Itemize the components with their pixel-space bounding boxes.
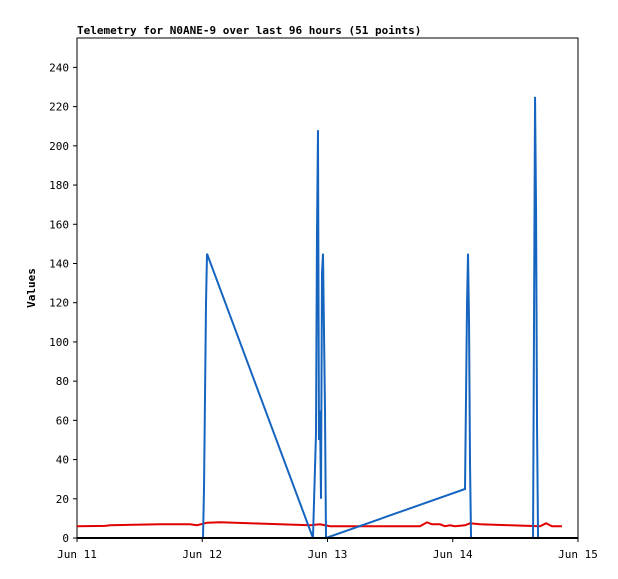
series-line	[76, 521, 562, 528]
y-axis-label: Values	[25, 268, 38, 308]
x-tick-label: Jun 15	[558, 548, 598, 561]
x-tick-label: Jun 12	[182, 548, 222, 561]
y-tick-label: 80	[56, 375, 69, 388]
x-tick-label: Jun 14	[433, 548, 473, 561]
series-line	[202, 96, 540, 540]
y-tick-label: 220	[49, 101, 69, 114]
y-tick-label: 180	[49, 179, 69, 192]
y-tick-label: 160	[49, 218, 69, 231]
y-tick-label: 100	[49, 336, 69, 349]
y-tick-label: 140	[49, 257, 69, 270]
y-tick-label: 200	[49, 140, 69, 153]
y-tick-label: 120	[49, 297, 69, 310]
y-tick-label: 240	[49, 61, 69, 74]
plot-frame	[76, 37, 579, 539]
y-tick-label: 20	[56, 493, 69, 506]
x-tick-label: Jun 13	[308, 548, 348, 561]
y-tick-label: 60	[56, 414, 69, 427]
x-tick-label: Jun 11	[57, 548, 97, 561]
chart-title: Telemetry for N0ANE-9 over last 96 hours…	[77, 24, 421, 37]
y-tick-label: 40	[56, 454, 69, 467]
y-tick-label: 0	[62, 532, 69, 545]
